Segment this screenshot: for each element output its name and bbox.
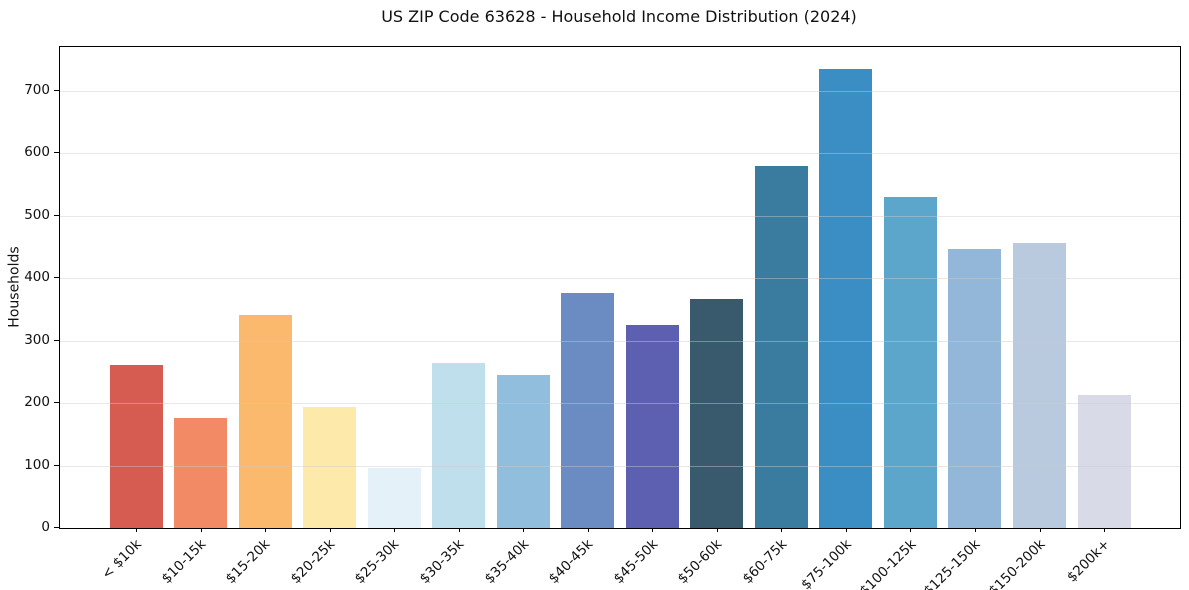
x-tick-label-$40-45k: $40-45k	[545, 536, 597, 587]
x-tick-mark-$10-15k	[200, 528, 202, 532]
bar-$25-30k	[367, 468, 421, 528]
x-tick-label-$100-125k: $100-125k	[856, 536, 920, 590]
gridline-y-500	[60, 215, 1180, 217]
gridline-y-100	[60, 465, 1180, 467]
x-tick-mark-$200k+	[1104, 528, 1105, 532]
x-tick-mark-$15-20k	[265, 528, 267, 532]
bar-< $10k	[109, 365, 163, 528]
x-tick-label-$150-200k: $150-200k	[985, 536, 1049, 590]
bar-$60-75k	[754, 165, 808, 528]
x-tick-mark-$45-50k	[652, 528, 654, 532]
y-axis-label-box: Households	[0, 46, 30, 527]
bar-$10-15k	[174, 418, 228, 528]
y-tick-label-300: 300	[24, 331, 50, 348]
gridline-y-600	[60, 153, 1180, 155]
gridline-y-400	[60, 278, 1180, 280]
x-tick-label-$125-150k: $125-150k	[920, 536, 984, 590]
x-tick-mark-$125-150k	[974, 528, 976, 532]
y-tick-label-400: 400	[24, 269, 50, 286]
x-tick-label-$10-15k: $10-15k	[158, 536, 210, 587]
x-tick-mark-$40-45k	[587, 528, 589, 532]
x-tick-mark-$150-200k	[1039, 528, 1041, 532]
x-tick-label-$200k+: $200k+	[1063, 536, 1113, 586]
bar-$50-60k	[690, 299, 744, 528]
x-tick-label-$30-35k: $30-35k	[416, 536, 468, 587]
bar-$35-40k	[496, 375, 550, 528]
bar-$15-20k	[238, 315, 292, 528]
x-tick-label-$75-100k: $75-100k	[797, 536, 855, 590]
gridline-y-700	[60, 90, 1180, 92]
bar-$125-150k	[948, 248, 1002, 528]
y-tick-label-500: 500	[24, 206, 50, 223]
x-tick-label-$60-75k: $60-75k	[739, 536, 790, 587]
y-tick-mark-500	[54, 214, 59, 216]
bar-$200k+	[1077, 394, 1131, 528]
x-tick-label-$50-60k: $50-60k	[674, 536, 726, 587]
gridline-y-200	[60, 403, 1180, 405]
x-tick-label-$15-20k: $15-20k	[223, 536, 274, 587]
plot-area	[59, 46, 1181, 529]
y-tick-label-0: 0	[41, 519, 50, 535]
gridline-y-300	[60, 340, 1180, 342]
x-tick-mark-$35-40k	[523, 528, 525, 532]
y-tick-mark-0	[54, 527, 59, 528]
y-tick-mark-700	[54, 89, 59, 91]
y-axis-label: Households	[7, 245, 24, 328]
y-tick-label-200: 200	[24, 394, 50, 411]
bar-$75-100k	[819, 68, 873, 528]
bar-$45-50k	[625, 325, 679, 528]
bar-$20-25k	[303, 406, 357, 528]
y-tick-mark-400	[54, 277, 59, 279]
x-tick-mark-$30-35k	[458, 528, 460, 532]
y-tick-label-100: 100	[24, 456, 50, 473]
bar-$100-125k	[883, 196, 937, 528]
x-tick-mark-$50-60k	[716, 528, 718, 532]
bar-$30-35k	[432, 363, 486, 528]
y-tick-mark-600	[54, 152, 59, 154]
bar-$40-45k	[561, 293, 615, 528]
x-tick-label-$20-25k: $20-25k	[287, 536, 339, 587]
x-tick-mark-$100-125k	[910, 528, 912, 532]
y-tick-mark-300	[54, 339, 59, 341]
x-tick-label-< $10k: < $10k	[98, 536, 145, 583]
y-tick-mark-100	[54, 464, 59, 466]
x-tick-mark-< $10k	[136, 528, 137, 532]
x-tick-mark-$75-100k	[845, 528, 847, 532]
x-tick-label-$35-40k: $35-40k	[481, 536, 532, 587]
bar-$150-200k	[1012, 243, 1066, 528]
x-tick-mark-$25-30k	[394, 528, 396, 532]
x-tick-mark-$60-75k	[781, 528, 783, 532]
y-tick-label-600: 600	[24, 144, 50, 161]
x-tick-label-$45-50k: $45-50k	[610, 536, 661, 587]
x-tick-label-$25-30k: $25-30k	[352, 536, 403, 587]
y-tick-mark-200	[54, 402, 59, 404]
y-tick-label-700: 700	[24, 81, 50, 98]
chart-title: US ZIP Code 63628 - Household Income Dis…	[381, 7, 857, 26]
x-tick-mark-$20-25k	[329, 528, 331, 532]
